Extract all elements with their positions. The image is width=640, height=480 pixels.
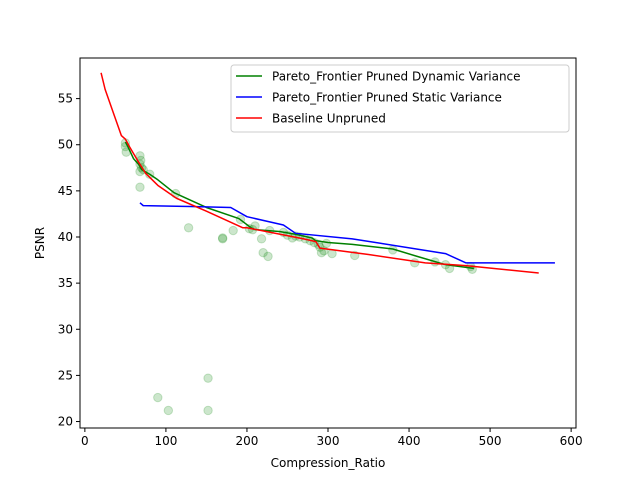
legend-label-0: Pareto_Frontier Pruned Dynamic Variance xyxy=(272,70,521,84)
x-tick-label: 100 xyxy=(154,434,177,448)
scatter-point xyxy=(135,151,145,161)
lines-layer xyxy=(100,72,555,274)
y-axis-ticks: 20 25 30 35 40 45 50 55 xyxy=(58,92,80,429)
scatter-point xyxy=(203,373,213,383)
scatter-point xyxy=(163,405,174,416)
legend: Pareto_Frontier Pruned Dynamic Variance P… xyxy=(230,64,570,133)
series-line-2 xyxy=(100,72,539,274)
scatter-point xyxy=(217,233,228,243)
series-line-1 xyxy=(139,202,555,264)
y-tick-label: 40 xyxy=(58,230,73,244)
y-tick-label: 55 xyxy=(58,92,73,106)
legend-label-2: Baseline Unpruned xyxy=(272,112,386,126)
legend-box xyxy=(230,64,570,133)
y-tick-label: 35 xyxy=(58,276,73,290)
scatter-point xyxy=(321,238,332,249)
scatter-point xyxy=(217,234,228,244)
scatter-layer xyxy=(120,138,477,416)
x-tick-label: 0 xyxy=(81,434,89,448)
y-tick-label: 20 xyxy=(58,415,73,429)
scatter-point xyxy=(410,258,420,268)
scatter-point xyxy=(256,234,267,244)
y-tick-label: 30 xyxy=(58,322,73,336)
y-axis-label: PSNR xyxy=(33,227,47,259)
y-tick-label: 25 xyxy=(58,368,73,382)
x-tick-label: 300 xyxy=(317,434,340,448)
x-axis-ticks: 0 100 200 300 400 500 600 xyxy=(81,428,583,448)
scatter-point xyxy=(135,182,145,192)
scatter-point xyxy=(153,392,163,403)
x-tick-label: 200 xyxy=(236,434,259,448)
x-tick-label: 600 xyxy=(560,434,583,448)
scatter-point xyxy=(258,247,268,258)
scatter-point xyxy=(203,405,213,416)
y-tick-label: 50 xyxy=(58,138,73,152)
scatter-point xyxy=(263,251,273,262)
y-tick-label: 45 xyxy=(58,184,73,198)
x-axis-label: Compression_Ratio xyxy=(271,456,386,470)
x-tick-label: 400 xyxy=(398,434,421,448)
legend-label-1: Pareto_Frontier Pruned Static Variance xyxy=(272,91,502,105)
scatter-point xyxy=(183,223,194,233)
scatter-point xyxy=(228,225,238,236)
x-tick-label: 500 xyxy=(479,434,502,448)
